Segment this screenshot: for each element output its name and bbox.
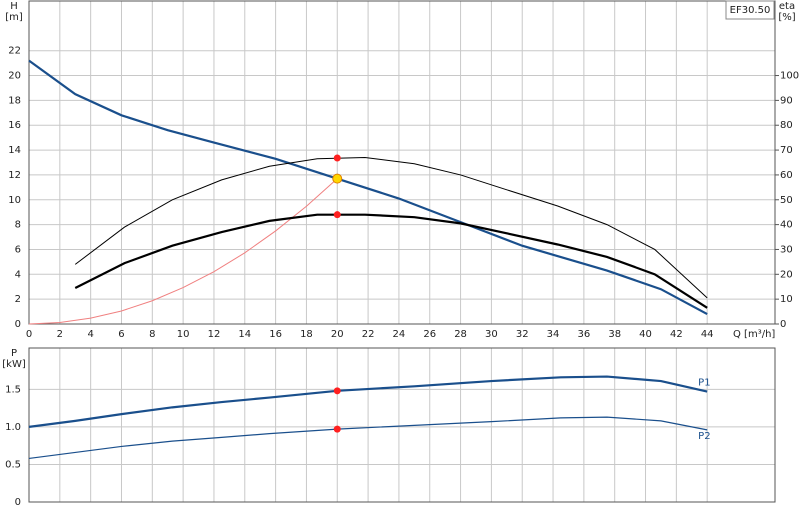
y2-axis-label: eta (779, 1, 795, 12)
x-tick-label: 30 (485, 329, 498, 340)
x-tick-label: 38 (608, 329, 621, 340)
y2-tick-label: 60 (780, 170, 793, 181)
curve (74, 213, 708, 309)
marker (332, 173, 343, 184)
x-axis-label: Q [m³/h] (733, 329, 775, 340)
series-label: P1 (698, 378, 710, 389)
y2-tick-label: 10 (780, 294, 793, 305)
marker (333, 425, 341, 433)
marker (333, 211, 341, 219)
plot-frame (28, 0, 776, 325)
x-tick-label: 6 (118, 329, 124, 340)
x-tick-label: 4 (87, 329, 93, 340)
series-label: P2 (698, 431, 710, 442)
x-tick-label: 32 (516, 329, 529, 340)
x-tick-label: 36 (578, 329, 591, 340)
y2-tick-label: 20 (780, 269, 793, 280)
chart-title: EF30.50 (730, 5, 771, 16)
x-tick-label: 10 (177, 329, 190, 340)
y-tick-label: 10 (8, 195, 21, 206)
x-tick-label: 20 (331, 329, 344, 340)
x-tick-label: 40 (639, 329, 652, 340)
y2-tick-label: 80 (780, 120, 793, 131)
x-tick-label: 24 (393, 329, 406, 340)
y-tick-label: 20 (8, 71, 21, 82)
x-tick-label: 28 (454, 329, 467, 340)
x-tick-label: 12 (208, 329, 221, 340)
title-box (725, 0, 775, 20)
curve (74, 157, 708, 299)
x-tick-label: 14 (238, 329, 251, 340)
y-axis-label: H (10, 1, 18, 12)
y-tick-label: 1.5 (5, 384, 21, 395)
y-tick-label: 1.0 (5, 422, 21, 433)
marker (333, 387, 341, 395)
y2-tick-label: 30 (780, 244, 793, 255)
plot-frame (28, 347, 776, 503)
x-tick-label: 0 (26, 329, 32, 340)
x-tick-label: 16 (269, 329, 282, 340)
y2-tick-label: 50 (780, 195, 793, 206)
x-tick-label: 34 (547, 329, 560, 340)
y-tick-label: 8 (15, 220, 21, 231)
y-axis-label: [m] (5, 12, 23, 23)
x-tick-label: 42 (670, 329, 683, 340)
y2-axis-label: [%] (778, 12, 795, 23)
y-tick-label: 14 (8, 145, 21, 156)
marker (333, 154, 341, 162)
x-tick-label: 26 (423, 329, 436, 340)
y-tick-label: 0 (15, 497, 21, 508)
y-tick-label: 12 (8, 170, 21, 181)
y-tick-label: 18 (8, 95, 21, 106)
curve (28, 178, 338, 325)
y-tick-label: 4 (15, 269, 21, 280)
y-tick-label: 0 (15, 319, 21, 330)
y-axis-label: [kW] (2, 359, 26, 370)
y2-tick-label: 100 (780, 71, 799, 82)
y-tick-label: 16 (8, 120, 21, 131)
y2-tick-label: 70 (780, 145, 793, 156)
y-tick-label: 0.5 (5, 459, 21, 470)
y-tick-label: 6 (15, 244, 21, 255)
x-tick-label: 2 (57, 329, 63, 340)
y2-tick-label: 40 (780, 220, 793, 231)
x-tick-label: 18 (300, 329, 313, 340)
y-tick-label: 22 (8, 46, 21, 57)
y-tick-label: 2 (15, 294, 21, 305)
x-tick-label: 8 (149, 329, 155, 340)
y-axis-label: P (11, 348, 17, 359)
x-tick-label: 44 (701, 329, 714, 340)
x-tick-label: 22 (362, 329, 375, 340)
y2-tick-label: 0 (780, 319, 786, 330)
y2-tick-label: 90 (780, 95, 793, 106)
